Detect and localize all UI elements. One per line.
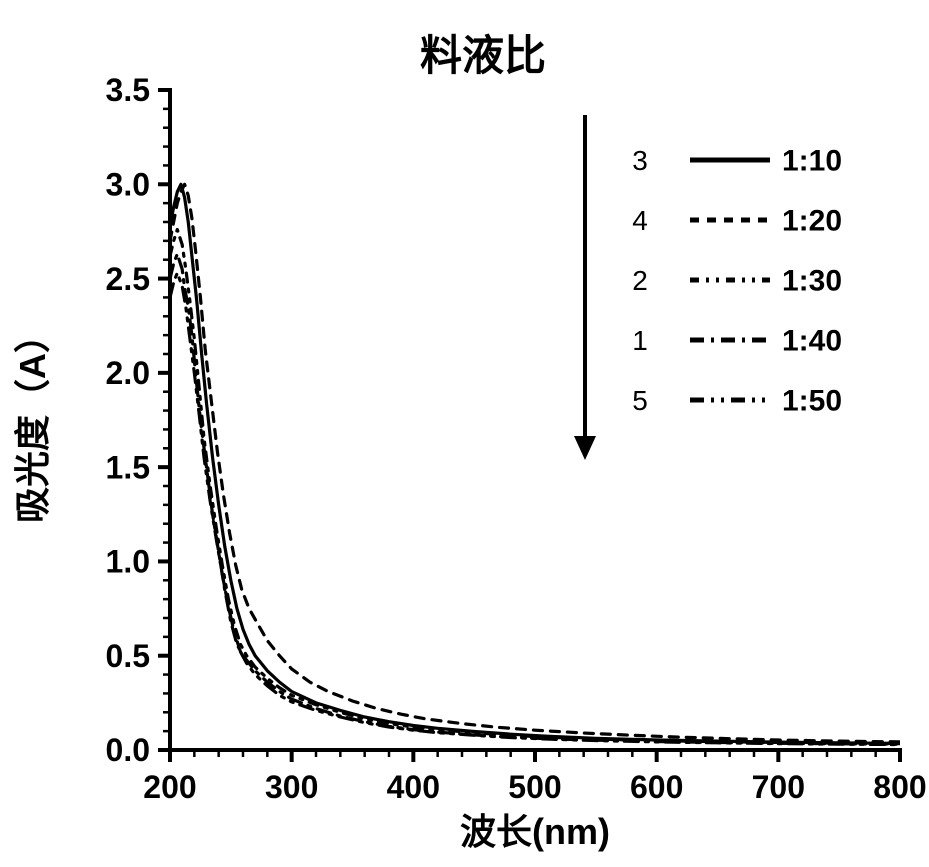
svg-text:2: 2 bbox=[632, 265, 648, 296]
svg-text:500: 500 bbox=[508, 769, 561, 805]
svg-text:800: 800 bbox=[873, 769, 926, 805]
svg-text:3: 3 bbox=[632, 145, 648, 176]
svg-text:2.0: 2.0 bbox=[106, 355, 150, 391]
svg-text:400: 400 bbox=[387, 769, 440, 805]
spectrum-chart: 料液比 200 300 400 500 600 700 800 0.0 0.5 1.0 1.5 2.0… bbox=[0, 0, 929, 867]
svg-text:0.5: 0.5 bbox=[106, 638, 150, 674]
svg-text:波长(nm): 波长(nm) bbox=[460, 811, 610, 852]
svg-text:1: 1 bbox=[632, 325, 648, 356]
svg-text:4: 4 bbox=[632, 205, 648, 236]
svg-text:5: 5 bbox=[632, 385, 648, 416]
svg-text:1:20: 1:20 bbox=[782, 205, 842, 238]
svg-text:0.0: 0.0 bbox=[106, 732, 150, 768]
svg-text:600: 600 bbox=[630, 769, 683, 805]
svg-text:1:10: 1:10 bbox=[782, 145, 842, 178]
svg-text:2.5: 2.5 bbox=[106, 261, 150, 297]
svg-text:1:50: 1:50 bbox=[782, 385, 842, 418]
svg-text:300: 300 bbox=[265, 769, 318, 805]
svg-text:吸光度（A）: 吸光度（A） bbox=[12, 317, 53, 523]
svg-text:700: 700 bbox=[752, 769, 805, 805]
svg-text:1:40: 1:40 bbox=[782, 325, 842, 358]
svg-text:3.5: 3.5 bbox=[106, 72, 150, 108]
svg-text:200: 200 bbox=[143, 769, 196, 805]
svg-text:1.5: 1.5 bbox=[106, 449, 150, 485]
chart-svg: 200 300 400 500 600 700 800 0.0 0.5 1.0 1.5 2.0 2.5 3… bbox=[0, 0, 929, 867]
svg-text:1.0: 1.0 bbox=[106, 544, 150, 580]
chart-title: 料液比 bbox=[420, 22, 546, 83]
svg-text:3.0: 3.0 bbox=[106, 166, 150, 202]
svg-text:1:30: 1:30 bbox=[782, 265, 842, 298]
